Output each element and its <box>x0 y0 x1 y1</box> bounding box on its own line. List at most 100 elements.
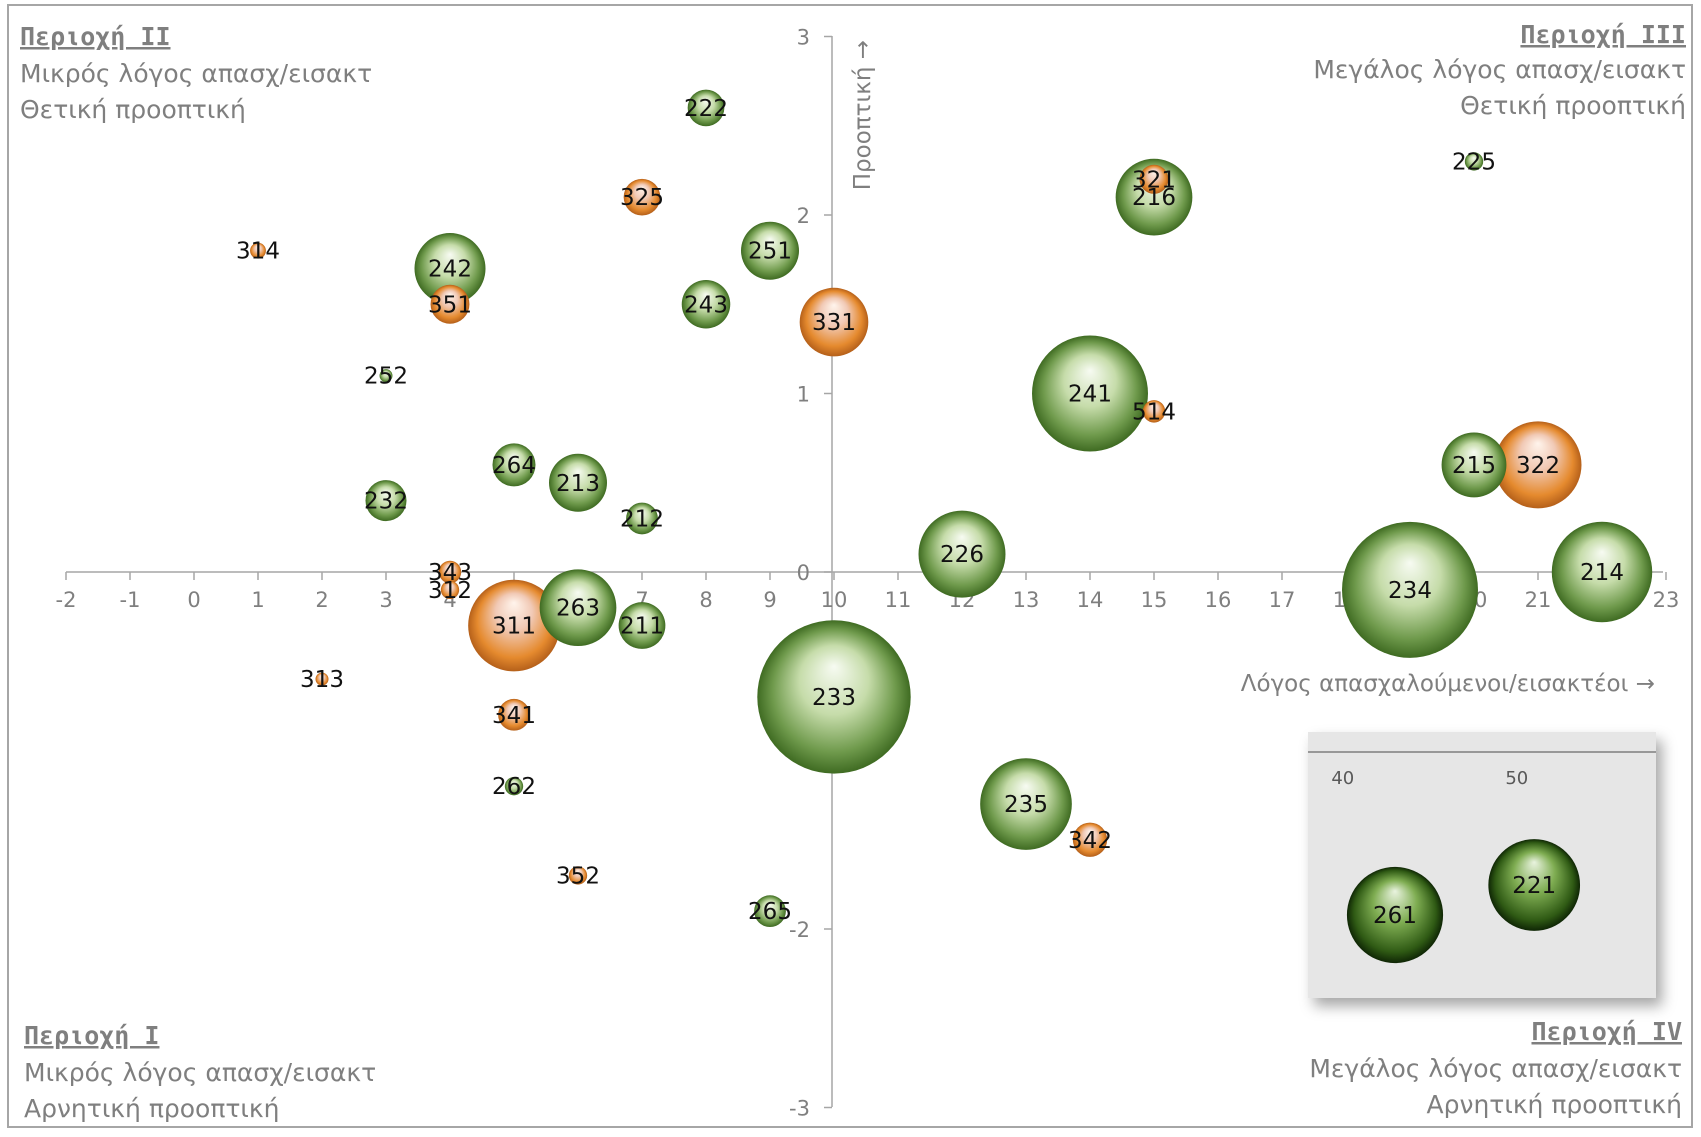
y-tick-label: 0 <box>797 561 810 585</box>
bubble-label-233: 233 <box>812 685 856 711</box>
y-tick-label: 3 <box>797 26 810 50</box>
inset-bubble-layer: 261 221 <box>1346 839 1581 964</box>
bubble-226 <box>918 510 1006 598</box>
bubble-label-325: 325 <box>620 185 664 211</box>
bubble-label-225: 225 <box>1452 149 1496 175</box>
bubble-label-262: 262 <box>492 774 536 800</box>
bubble-label-213: 213 <box>556 471 600 497</box>
y-axis-title: Προοπτική → <box>850 40 876 190</box>
x-tick-label: 8 <box>699 588 712 612</box>
bubble-label-264: 264 <box>492 453 536 479</box>
bubble-216 <box>1115 158 1193 236</box>
bubble-label-252: 252 <box>364 364 408 390</box>
quadrant-1-title: Περιοχή Ι <box>24 1021 159 1050</box>
x-tick-label: -2 <box>56 588 77 612</box>
quadrant-4-title: Περιοχή ΙV <box>1531 1017 1682 1046</box>
bubble-222 <box>687 89 725 127</box>
bubble-314 <box>250 242 266 259</box>
bubble-313 <box>315 672 329 686</box>
bubble-241 <box>1032 335 1148 452</box>
bubble-214 <box>1551 521 1653 623</box>
bubble-label-226: 226 <box>940 542 984 568</box>
bubble-label-234: 234 <box>1388 578 1432 604</box>
inset-bubble-261 <box>1346 866 1444 964</box>
bubble-label-514: 514 <box>1132 399 1176 425</box>
x-tick-label: 0 <box>187 588 200 612</box>
y-tick-label: 2 <box>797 204 810 228</box>
bubble-label-321: 321 <box>1132 167 1176 193</box>
y-tick-label: -3 <box>789 1097 810 1121</box>
quadrant-2-line2: Θετική προοπτική <box>20 95 246 124</box>
bubble-264 <box>492 443 536 487</box>
bubble-label-layer: 2332342412142353112263222632162423312152… <box>236 96 1624 925</box>
bubble-235 <box>980 758 1072 850</box>
bubble-label-342: 342 <box>1068 828 1112 854</box>
quadrant-2-line1: Μικρός λόγος απασχ/εισακτ <box>20 59 372 88</box>
x-tick-label: -1 <box>120 588 141 612</box>
bubble-343 <box>438 560 462 584</box>
bubble-label-341: 341 <box>492 703 536 729</box>
bubble-label-343: 343 <box>428 560 472 586</box>
x-axis-title: Λόγος απασχαλούμενοι/εισακτέοι → <box>1241 671 1655 697</box>
quadrant-1-line1: Μικρός λόγος απασχ/εισακτ <box>24 1058 376 1087</box>
inset-x-tick-label: 50 <box>1505 768 1528 789</box>
bubble-label-211: 211 <box>620 614 664 640</box>
bubble-213 <box>549 453 607 512</box>
bubble-312 <box>440 580 460 600</box>
quadrant-1-line2: Αρνητική προοπτική <box>24 1094 279 1123</box>
bubble-311 <box>468 579 560 672</box>
bubble-label-312: 312 <box>428 578 472 604</box>
bubble-263 <box>539 569 617 647</box>
bubble-341 <box>498 698 530 731</box>
bubble-251 <box>741 221 799 280</box>
x-tick-label: 15 <box>1141 588 1168 612</box>
bubble-252 <box>379 369 393 383</box>
inset-background <box>1308 732 1656 998</box>
bubble-331 <box>799 287 869 357</box>
bubble-label-235: 235 <box>1004 792 1048 818</box>
bubble-321 <box>1139 164 1169 194</box>
x-tick-label: 23 <box>1653 588 1680 612</box>
bubble-262 <box>504 777 524 796</box>
x-tick-label: 9 <box>763 588 776 612</box>
bubble-242 <box>414 233 486 305</box>
bubble-label-314: 314 <box>236 239 280 265</box>
x-tick-label: 11 <box>885 588 912 612</box>
bubble-243 <box>681 279 731 329</box>
bubble-212 <box>626 502 658 535</box>
bubble-215 <box>1441 432 1507 498</box>
quadrant-3-line1: Μεγάλος λόγος απασχ/εισακτ <box>1313 55 1686 84</box>
bubble-label-322: 322 <box>1516 453 1560 479</box>
quadrant-4-line1: Μεγάλος λόγος απασχ/εισακτ <box>1309 1054 1682 1083</box>
bubble-label-311: 311 <box>492 614 536 640</box>
bubble-322 <box>1494 421 1582 509</box>
bubble-label-351: 351 <box>428 292 472 318</box>
x-tick-label: 1 <box>251 588 264 612</box>
bubble-514 <box>1142 400 1166 423</box>
bubble-label-352: 352 <box>556 863 600 889</box>
bubble-layer <box>250 89 1653 928</box>
x-tick-label: 3 <box>379 588 392 612</box>
x-tick-label: 17 <box>1269 588 1296 612</box>
x-tick-label: 14 <box>1077 588 1104 612</box>
bubble-label-331: 331 <box>812 310 856 336</box>
bubble-label-263: 263 <box>556 596 600 622</box>
x-tick-label: 16 <box>1205 588 1232 612</box>
bubble-label-251: 251 <box>748 239 792 265</box>
bubble-label-265: 265 <box>748 899 792 925</box>
inset-bubble-221 <box>1488 839 1581 931</box>
quadrant-3-line2: Θετική προοπτική <box>1460 91 1686 120</box>
bubble-label-242: 242 <box>428 257 472 283</box>
quadrant-2-title: Περιοχή ΙΙ <box>20 22 171 51</box>
chart-border <box>7 4 1693 1128</box>
bubble-label-216: 216 <box>1132 185 1176 211</box>
bubble-352 <box>568 866 588 885</box>
bubble-label-222: 222 <box>684 96 728 122</box>
bubble-label-243: 243 <box>684 292 728 318</box>
bubble-232 <box>365 480 407 522</box>
bubble-234 <box>1342 521 1478 658</box>
inset-bubble-label-261: 261 <box>1373 903 1417 929</box>
